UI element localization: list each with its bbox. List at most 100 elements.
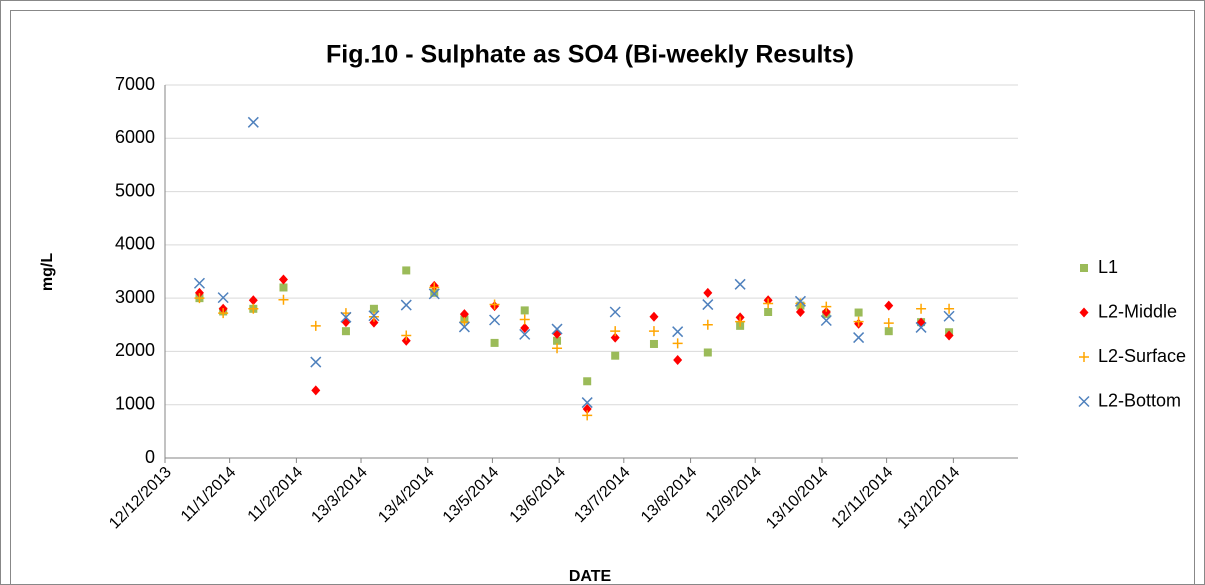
data-point [581, 397, 593, 409]
data-point [458, 321, 470, 333]
data-point [489, 314, 501, 326]
data-point [279, 283, 288, 292]
data-point [401, 330, 412, 341]
data-point [820, 314, 832, 327]
data-point [648, 326, 659, 337]
data-point [248, 295, 258, 306]
data-point [551, 323, 563, 335]
data-point [583, 377, 592, 386]
x-axis-label: DATE [569, 568, 612, 585]
data-point [610, 332, 620, 343]
data-point [763, 298, 774, 309]
data-point [311, 385, 321, 396]
data-point [247, 116, 259, 128]
legend-marker [1080, 264, 1088, 272]
data-point [944, 330, 954, 341]
y-tick-label: 7000 [115, 74, 155, 94]
data-point [552, 343, 563, 354]
data-point [854, 308, 863, 317]
data-point [218, 308, 229, 319]
legend-marker [1078, 395, 1090, 408]
data-point [672, 326, 684, 338]
y-tick-label: 4000 [115, 234, 155, 254]
data-point [553, 336, 562, 345]
data-point [341, 327, 350, 336]
data-point [672, 338, 683, 349]
data-point [795, 298, 806, 309]
data-point [428, 288, 440, 300]
data-point [673, 354, 683, 365]
data-point [735, 316, 746, 327]
data-point [703, 348, 712, 357]
data-point [520, 322, 530, 333]
data-point [915, 321, 927, 333]
y-tick-label: 3000 [115, 287, 155, 307]
data-point [649, 311, 659, 322]
data-point [883, 318, 894, 329]
data-point [402, 266, 411, 275]
data-point [916, 303, 927, 314]
data-point [795, 306, 805, 317]
data-point [944, 303, 955, 314]
data-point [611, 351, 620, 360]
data-point [764, 307, 773, 316]
data-point [853, 316, 864, 327]
data-point [217, 292, 229, 304]
data-point [368, 311, 379, 322]
data-point [194, 287, 204, 298]
y-tick-label: 5000 [115, 180, 155, 200]
data-point [340, 311, 352, 323]
legend-label: L2-Bottom [1098, 390, 1181, 410]
legend-label: L1 [1098, 257, 1118, 277]
data-point [794, 295, 806, 307]
data-point [884, 300, 894, 311]
data-point [459, 309, 469, 320]
data-point [519, 328, 531, 340]
y-tick-label: 0 [145, 447, 155, 467]
data-point [193, 277, 205, 289]
data-point [369, 304, 378, 313]
y-tick-label: 1000 [115, 393, 155, 413]
data-point [703, 287, 713, 298]
legend-label: L2-Surface [1098, 346, 1186, 366]
data-point [368, 310, 380, 322]
y-axis-label: mg/L [39, 253, 56, 291]
data-point [248, 303, 259, 314]
data-point [582, 403, 592, 414]
data-point [610, 326, 621, 337]
data-point [459, 317, 470, 328]
data-point [520, 306, 529, 315]
data-point [943, 310, 955, 322]
data-point [310, 356, 322, 368]
legend-label: L2-Middle [1098, 301, 1177, 321]
legend-marker [1079, 307, 1089, 318]
data-point [853, 332, 865, 344]
data-point [401, 335, 411, 346]
data-point [884, 327, 893, 336]
data-point [734, 278, 746, 290]
chart-area [10, 10, 1195, 585]
data-point [278, 274, 288, 285]
legend-marker [1079, 352, 1089, 362]
data-point [430, 288, 439, 297]
data-point [609, 306, 621, 318]
data-point [278, 294, 289, 305]
data-point [194, 293, 205, 304]
data-point [490, 338, 499, 347]
chart-title: Fig.10 - Sulphate as SO4 (Bi-weekly Resu… [326, 41, 854, 69]
data-point [821, 306, 831, 317]
data-point [702, 319, 713, 330]
data-point [649, 339, 658, 348]
data-point [519, 314, 530, 325]
data-point [310, 320, 321, 331]
data-point [582, 410, 593, 421]
data-point [400, 299, 412, 311]
data-point [489, 299, 500, 310]
data-point [821, 301, 832, 312]
data-point [429, 282, 440, 293]
data-point [702, 299, 714, 311]
data-point [369, 317, 379, 328]
y-tick-label: 6000 [115, 127, 155, 147]
y-tick-label: 2000 [115, 340, 155, 360]
